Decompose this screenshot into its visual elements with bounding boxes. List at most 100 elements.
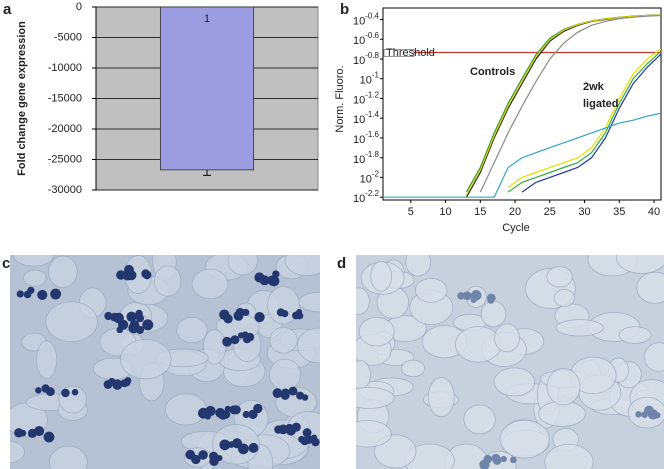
cell (553, 289, 575, 307)
nucleus (142, 319, 154, 331)
series-line (479, 14, 661, 193)
y-axis-label: Fold change gene expression (16, 21, 28, 176)
cell (480, 300, 507, 328)
x-tick-label: 25 (544, 206, 556, 218)
nucleus (16, 290, 24, 298)
cell (202, 329, 227, 365)
tick-base: 10 (353, 94, 365, 106)
y-tick-label: -5000 (54, 31, 82, 43)
cell (13, 255, 54, 267)
cell (298, 291, 320, 313)
y-tick-label: 10-1.4 (353, 110, 380, 126)
cell (494, 323, 520, 353)
panel-label: d (337, 255, 346, 272)
nucleus (462, 291, 472, 301)
nucleus (35, 387, 42, 394)
cell (356, 420, 392, 448)
tick-exponent: -0.4 (365, 12, 379, 21)
y-tick-label: -10000 (48, 62, 82, 74)
nucleus (231, 405, 241, 415)
tick-exponent: -2.2 (365, 189, 379, 198)
plot-area (382, 7, 662, 201)
cell (269, 326, 298, 354)
x-tick-label: 15 (474, 206, 486, 218)
nucleus (71, 388, 79, 396)
panel-label: c (2, 255, 10, 272)
cell (296, 327, 320, 364)
nucleus (209, 451, 219, 461)
cell (544, 443, 594, 469)
tick-base: 10 (353, 134, 365, 146)
nucleus (333, 439, 342, 448)
category-label: 1 (204, 13, 210, 25)
nucleus (216, 454, 223, 462)
tick-exponent: -0.6 (365, 31, 379, 40)
series-line (507, 48, 661, 188)
x-tick-label: 40 (648, 206, 660, 218)
tick-exponent: -2 (372, 169, 380, 178)
x-tick-label: 20 (509, 206, 521, 218)
cell (48, 255, 78, 288)
nucleus (37, 289, 48, 300)
nucleus (43, 431, 55, 443)
cell (401, 359, 426, 378)
y-tick-label: 10-2.2 (353, 189, 380, 205)
cell (463, 404, 496, 435)
cell (370, 261, 393, 292)
nucleus (205, 405, 216, 417)
tick-exponent: -1.4 (365, 110, 379, 119)
cell (356, 387, 395, 409)
y-tick-label: 10-1.6 (353, 130, 380, 146)
nucleus (254, 311, 265, 323)
nucleus (241, 331, 249, 338)
y-tick-label: 10-1.8 (353, 150, 380, 166)
x-tick-label: 10 (439, 206, 451, 218)
y-tick-label: 10-0.6 (353, 31, 380, 47)
y-tick-label: 10-2 (360, 169, 380, 185)
nucleus (487, 293, 496, 303)
tick-exponent: -1 (372, 71, 380, 80)
cell (176, 316, 208, 344)
cell (555, 319, 604, 337)
cell (644, 342, 664, 372)
tick-exponent: -0.8 (365, 51, 379, 60)
panel-label: a (3, 1, 12, 18)
cell (414, 278, 448, 303)
nucleus (191, 454, 201, 465)
y-tick-label: -25000 (48, 153, 82, 165)
cell (45, 301, 98, 343)
tick-exponent: -1.6 (365, 130, 379, 139)
x-tick-label: 5 (408, 206, 414, 218)
nucleus (19, 429, 27, 437)
nucleus (198, 450, 208, 460)
y-tick-label: -30000 (48, 184, 82, 196)
cell (427, 377, 455, 418)
nucleus (223, 314, 233, 324)
series-line (507, 50, 661, 193)
series-line (383, 112, 661, 198)
x-axis-label: Cycle (502, 222, 530, 234)
nucleus (142, 270, 152, 280)
nucleus (230, 335, 240, 345)
nucleus (457, 292, 465, 300)
cell (284, 255, 320, 277)
nucleus (296, 391, 305, 400)
tick-base: 10 (353, 55, 365, 67)
cell (268, 358, 301, 391)
tick-base: 10 (360, 75, 372, 87)
nucleus (50, 288, 62, 300)
tick-base: 10 (353, 154, 365, 166)
cell (36, 340, 58, 380)
y-tick-label: 10-0.4 (353, 12, 380, 28)
x-tick-label: 35 (613, 206, 625, 218)
annotation: Controls (470, 66, 515, 78)
nucleus (113, 312, 124, 324)
tick-base: 10 (353, 114, 365, 126)
y-axis-label: Norm. Fluoro. (334, 65, 346, 132)
panel-label: b (340, 1, 349, 18)
cell (493, 367, 536, 397)
nucleus (470, 296, 477, 304)
cell (48, 445, 88, 469)
annotation: ligated (583, 98, 618, 110)
